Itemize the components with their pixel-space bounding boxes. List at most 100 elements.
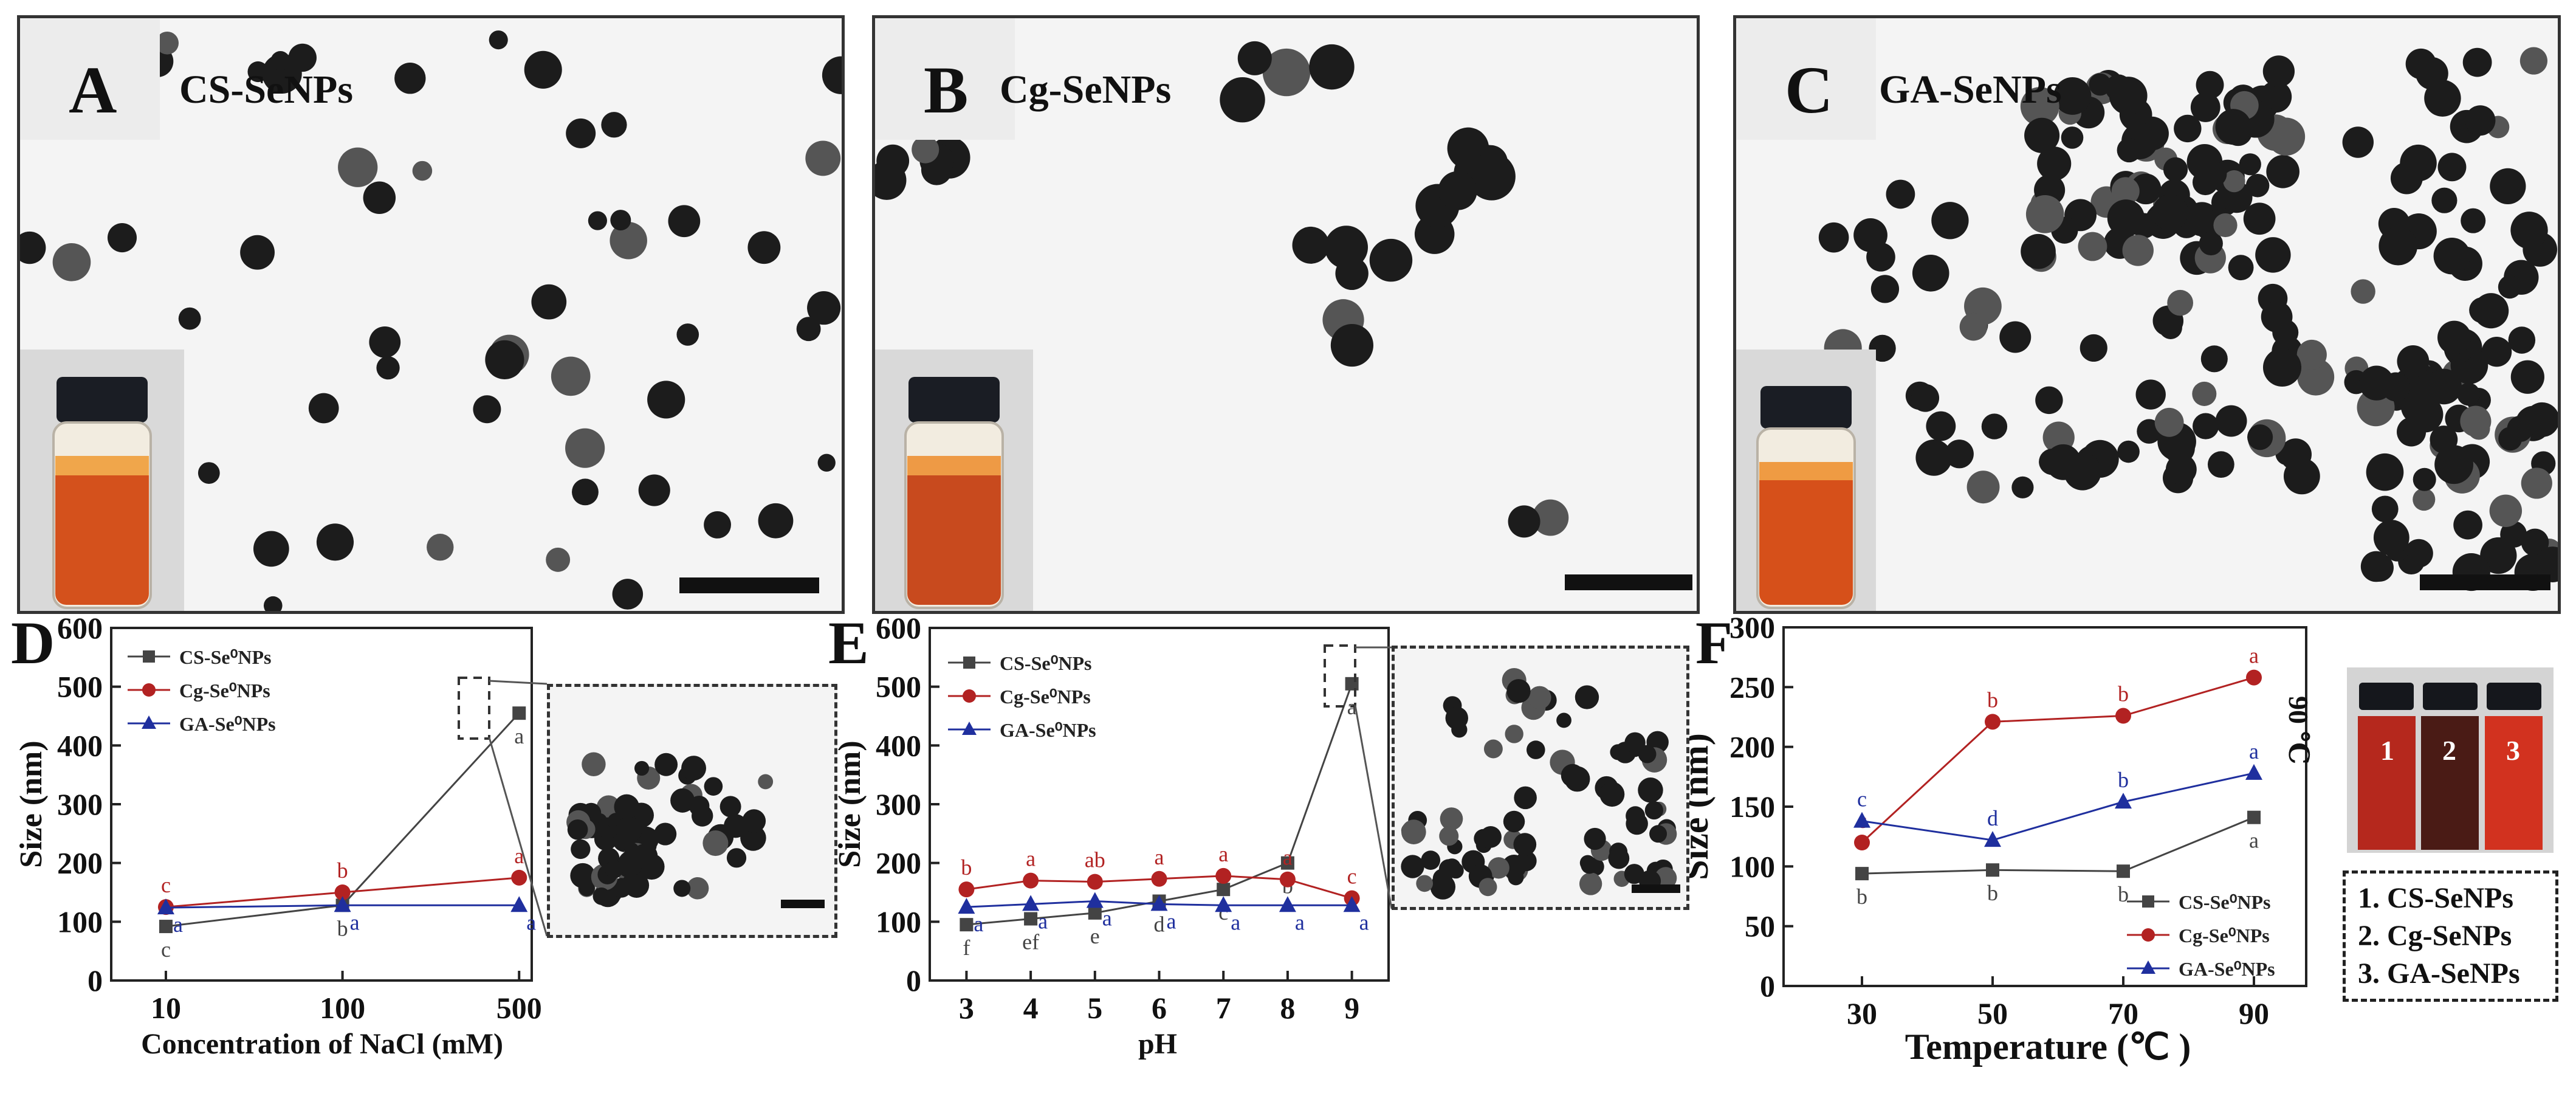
y-tick-label: 100 xyxy=(57,905,103,939)
nanoparticle xyxy=(2400,144,2437,182)
nanoparticle xyxy=(817,453,836,472)
nanoparticle xyxy=(1532,499,1569,536)
nanoparticle xyxy=(1644,801,1663,820)
y-tick-label: 400 xyxy=(876,728,921,762)
x-tick-label: 90 xyxy=(2239,996,2269,1030)
nanoparticle xyxy=(485,340,524,379)
legend-label: CS-Se⁰NPs xyxy=(179,646,272,668)
nanoparticle xyxy=(805,140,841,176)
significance-letter: a xyxy=(1167,909,1176,933)
vial-photo-a xyxy=(20,350,184,611)
data-point xyxy=(2115,793,2132,809)
scale-bar-c xyxy=(2420,574,2550,590)
data-point xyxy=(1215,896,1232,912)
nanoparticle xyxy=(2117,138,2142,163)
data-point xyxy=(511,869,527,886)
legend-entry: Cg-Se⁰NPs xyxy=(948,686,1091,708)
y-tick-label: 150 xyxy=(1729,790,1775,824)
nanoparticle xyxy=(2020,87,2059,126)
x-axis-label: Concentration of NaCl (mM) xyxy=(141,1028,503,1060)
nanoparticle xyxy=(1870,275,1900,303)
significance-letter: a xyxy=(350,910,360,934)
panel-title-b: Cg-SeNPs xyxy=(1000,67,1172,112)
significance-letter: a xyxy=(1359,910,1369,934)
nanoparticle xyxy=(1474,829,1493,849)
nanoparticle xyxy=(2152,194,2188,231)
nanoparticle xyxy=(2490,168,2526,204)
nanoparticle xyxy=(20,231,46,264)
x-tick-label: 70 xyxy=(2108,996,2138,1030)
nanoparticle xyxy=(668,205,701,238)
x-tick-label: 7 xyxy=(1216,991,1231,1025)
tem-panel-a: A CS-SeNPs xyxy=(17,15,845,614)
chart-2: 0 100 200 300 400 500 600 3 4 5 6 7 8 9 pH Size (nm) f ef… xyxy=(833,611,1390,1060)
nanoparticle xyxy=(1959,312,1988,341)
nanoparticle xyxy=(1528,686,1551,709)
nanoparticle xyxy=(1451,722,1468,738)
significance-letter: a xyxy=(514,844,524,868)
y-tick-label: 0 xyxy=(88,963,103,998)
nanoparticle xyxy=(758,774,774,790)
chart-letter-e: E xyxy=(828,609,869,677)
nanoparticle xyxy=(2215,109,2251,145)
nanoparticle xyxy=(2366,453,2404,491)
nanoparticle xyxy=(1915,439,1953,476)
nanoparticle xyxy=(1626,806,1646,826)
nanoparticle xyxy=(308,393,339,424)
nanoparticle xyxy=(1416,875,1434,892)
nanoparticle xyxy=(551,356,591,396)
nanoparticle xyxy=(1624,732,1646,754)
data-point xyxy=(2115,708,2131,724)
nanoparticle xyxy=(1508,869,1524,886)
nanoparticle xyxy=(634,760,650,776)
nanoparticle xyxy=(1309,44,1355,90)
nanoparticle xyxy=(2359,365,2394,401)
nanoparticle xyxy=(1508,505,1540,538)
legend-label: Cg-Se⁰NPs xyxy=(2179,925,2270,946)
nanoparticle xyxy=(2473,293,2509,329)
scale-bar-inset-e xyxy=(1632,884,1680,893)
nanoparticle xyxy=(1401,819,1426,844)
legend-label: GA-Se⁰NPs xyxy=(179,713,276,735)
legend-label: CS-Se⁰NPs xyxy=(2179,891,2271,913)
nanoparticle xyxy=(394,63,426,94)
data-point xyxy=(1150,895,1168,911)
nanoparticle xyxy=(1649,825,1668,843)
vial-number-3: 3 xyxy=(2506,735,2520,766)
nanoparticle xyxy=(2426,368,2462,405)
nanoparticle xyxy=(376,356,400,380)
nanoparticle xyxy=(2279,438,2312,470)
data-point xyxy=(159,920,173,934)
y-tick-label: 300 xyxy=(57,787,103,821)
y-tick-label: 600 xyxy=(876,611,921,645)
significance-letter: a xyxy=(514,724,524,748)
legend-label: Cg-Se⁰NPs xyxy=(1000,686,1091,708)
nanoparticle xyxy=(2465,105,2496,136)
nanoparticle xyxy=(912,136,939,164)
data-point xyxy=(1088,906,1102,920)
nanoparticle xyxy=(1581,856,1598,874)
nanoparticle xyxy=(742,809,766,833)
highlight-box xyxy=(458,677,490,740)
nanoparticle xyxy=(2174,114,2202,143)
significance-letter: a xyxy=(526,910,536,934)
significance-letter: b xyxy=(337,858,348,883)
significance-letter: b xyxy=(2118,682,2129,706)
nanoparticle xyxy=(2107,199,2145,237)
series-line xyxy=(1861,816,2255,875)
nanoparticle xyxy=(2213,213,2238,238)
chart-letter-f: F xyxy=(1695,609,1733,677)
nanoparticle xyxy=(2243,202,2276,235)
data-point xyxy=(334,896,351,912)
nanoparticle xyxy=(2397,345,2430,377)
vials-photo-90c: 1 2 3 xyxy=(2347,667,2554,853)
significance-letter: d xyxy=(1154,912,1165,937)
data-point xyxy=(2117,864,2130,878)
nanoparticle xyxy=(1505,725,1523,743)
data-point xyxy=(960,918,974,932)
nanoparticle xyxy=(647,381,685,419)
nanoparticle xyxy=(1479,878,1497,897)
significance-letter: a xyxy=(1295,910,1305,934)
significance-letter: a xyxy=(1102,906,1112,931)
